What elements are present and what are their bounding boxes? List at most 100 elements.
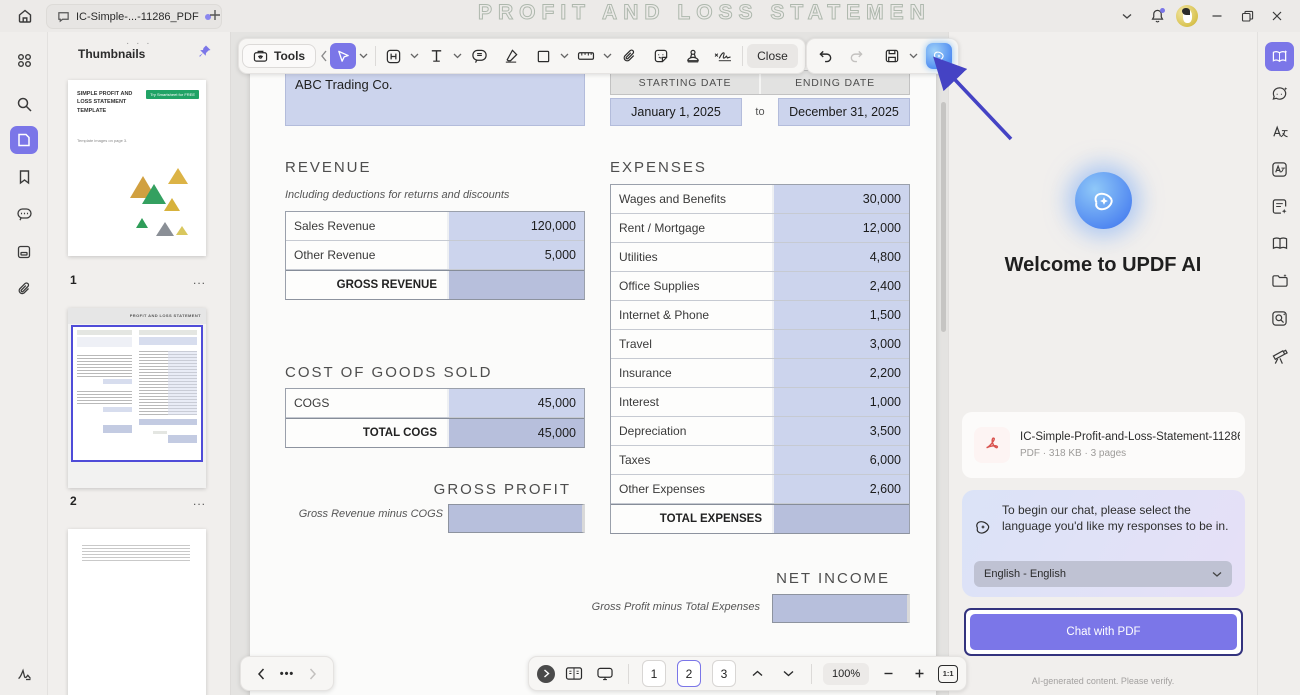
redo-icon[interactable] bbox=[843, 43, 869, 69]
table-cell[interactable]: 45,000 bbox=[449, 389, 584, 417]
ai-chat-icon[interactable] bbox=[1265, 80, 1294, 109]
comment-tool-icon[interactable] bbox=[466, 43, 492, 69]
table-cell[interactable]: 2,200 bbox=[774, 359, 909, 387]
stamp-tool-icon[interactable] bbox=[680, 43, 706, 69]
table-cell[interactable] bbox=[449, 271, 584, 299]
sticker-tool-icon[interactable] bbox=[648, 43, 674, 69]
bookmarks-icon[interactable] bbox=[10, 163, 38, 191]
zoom-out-icon[interactable] bbox=[876, 662, 900, 686]
thumbnail-page-3[interactable] bbox=[68, 529, 206, 695]
new-tab-button[interactable] bbox=[208, 8, 222, 22]
vertical-scrollbar[interactable] bbox=[941, 102, 946, 332]
save-icon[interactable] bbox=[879, 43, 905, 69]
shape-tool-icon[interactable] bbox=[530, 43, 556, 69]
page-layout-icon[interactable] bbox=[562, 662, 586, 686]
table-cell[interactable] bbox=[774, 505, 909, 533]
table-cell[interactable]: 3,000 bbox=[774, 330, 909, 358]
measure-tool-icon[interactable] bbox=[573, 43, 599, 69]
next-page-icon[interactable] bbox=[301, 662, 325, 686]
measure-tool-chevron-icon[interactable] bbox=[603, 53, 612, 59]
minimize-button[interactable] bbox=[1202, 2, 1232, 30]
titlebar-chevron-down-icon[interactable] bbox=[1112, 2, 1142, 30]
ai-search-icon[interactable] bbox=[1265, 304, 1294, 333]
thumb1-more-button[interactable]: ... bbox=[192, 273, 206, 287]
edit-text-tool-icon[interactable] bbox=[380, 43, 406, 69]
reader-mode-icon[interactable] bbox=[1265, 229, 1294, 258]
table-cell[interactable]: 120,000 bbox=[449, 212, 584, 240]
thumbnail-page-2[interactable]: PROFIT AND LOSS STATEMENT bbox=[68, 308, 206, 488]
signature-panel-icon[interactable] bbox=[10, 660, 38, 688]
table-cell[interactable]: 30,000 bbox=[774, 185, 909, 213]
select-tool-chevron-icon[interactable] bbox=[359, 53, 368, 59]
telescope-icon[interactable] bbox=[1265, 342, 1294, 371]
text-comment-chevron-icon[interactable] bbox=[453, 53, 462, 59]
document-canvas[interactable]: ABC Trading Co. STARTING DATE ENDING DAT… bbox=[231, 32, 948, 695]
pdf-page[interactable]: ABC Trading Co. STARTING DATE ENDING DAT… bbox=[250, 66, 936, 695]
attachments-icon[interactable] bbox=[10, 275, 38, 303]
table-cell[interactable]: 45,000 bbox=[449, 419, 584, 447]
table-cell[interactable]: 3,500 bbox=[774, 417, 909, 445]
ai-summarize-icon[interactable] bbox=[1265, 192, 1294, 221]
ai-translate-icon[interactable] bbox=[1265, 118, 1294, 147]
ending-date-field[interactable]: December 31, 2025 bbox=[778, 98, 910, 126]
zoom-level[interactable]: 100% bbox=[823, 662, 870, 685]
net-income-field[interactable] bbox=[772, 594, 910, 623]
gross-profit-field[interactable] bbox=[448, 504, 585, 533]
sidebar-item-thumbnails[interactable] bbox=[10, 126, 38, 154]
translate-page-icon[interactable] bbox=[1265, 155, 1294, 184]
table-cell[interactable]: 1,500 bbox=[774, 301, 909, 329]
saved-files-icon[interactable] bbox=[10, 238, 38, 266]
undo-icon[interactable] bbox=[813, 43, 839, 69]
actual-size-icon[interactable]: 1:1 bbox=[938, 664, 959, 683]
home-button[interactable] bbox=[12, 4, 38, 28]
ai-reader-icon[interactable] bbox=[1265, 42, 1294, 71]
table-cell: Sales Revenue bbox=[286, 212, 449, 240]
search-icon[interactable] bbox=[10, 90, 38, 118]
expand-bar-icon[interactable] bbox=[537, 664, 555, 683]
page-button-2[interactable]: 2 bbox=[677, 660, 701, 687]
company-name-field[interactable]: ABC Trading Co. bbox=[285, 70, 585, 126]
select-tool-button[interactable] bbox=[330, 43, 357, 69]
highlighter-tool-icon[interactable] bbox=[498, 43, 524, 69]
chat-with-pdf-button[interactable]: Chat with PDF bbox=[970, 614, 1237, 650]
close-tools-button[interactable]: Close bbox=[747, 44, 798, 68]
page-button-1[interactable]: 1 bbox=[642, 660, 666, 687]
shape-tool-chevron-icon[interactable] bbox=[560, 53, 569, 59]
table-cell[interactable]: 4,800 bbox=[774, 243, 909, 271]
table-cell[interactable]: 2,400 bbox=[774, 272, 909, 300]
starting-date-field[interactable]: January 1, 2025 bbox=[610, 98, 742, 126]
page-button-3[interactable]: 3 bbox=[712, 660, 736, 687]
thumb2-more-button[interactable]: ... bbox=[192, 494, 206, 508]
presentation-icon[interactable] bbox=[593, 662, 617, 686]
save-chevron-icon[interactable] bbox=[909, 53, 918, 59]
pin-icon[interactable] bbox=[197, 44, 212, 59]
document-tab[interactable]: IC-Simple-...-11286_PDF bbox=[46, 4, 222, 29]
page-down-icon[interactable] bbox=[776, 662, 800, 686]
avatar[interactable] bbox=[1172, 2, 1202, 30]
edit-text-chevron-icon[interactable] bbox=[410, 53, 419, 59]
toolbar-collapse-icon[interactable] bbox=[320, 50, 328, 62]
table-cell[interactable]: 6,000 bbox=[774, 446, 909, 474]
attach-file-tool-icon[interactable] bbox=[616, 43, 642, 69]
thumbnail-page-1[interactable]: SIMPLE PROFIT AND LOSS STATEMENT TEMPLAT… bbox=[68, 80, 206, 256]
prev-page-icon[interactable] bbox=[249, 662, 273, 686]
language-select[interactable]: English - English bbox=[974, 561, 1232, 587]
table-cell[interactable]: 1,000 bbox=[774, 388, 909, 416]
tools-button[interactable]: Tools bbox=[242, 44, 317, 68]
ai-folder-icon[interactable] bbox=[1265, 266, 1294, 295]
notifications-button[interactable] bbox=[1142, 2, 1172, 30]
restore-button[interactable] bbox=[1232, 2, 1262, 30]
close-window-button[interactable] bbox=[1262, 2, 1292, 30]
zoom-in-icon[interactable] bbox=[907, 662, 931, 686]
apps-grid-icon[interactable] bbox=[10, 46, 38, 74]
table-cell[interactable]: 2,600 bbox=[774, 475, 909, 503]
updf-ai-toolbar-button[interactable] bbox=[926, 43, 952, 69]
panel-drag-handle[interactable]: · · · bbox=[126, 38, 152, 49]
table-cell[interactable]: 12,000 bbox=[774, 214, 909, 242]
text-comment-tool-icon[interactable] bbox=[423, 43, 449, 69]
signature-tool-icon[interactable] bbox=[710, 43, 736, 69]
nav-more-icon[interactable]: ••• bbox=[279, 667, 295, 680]
page-up-icon[interactable] bbox=[745, 662, 769, 686]
table-cell[interactable]: 5,000 bbox=[449, 241, 584, 269]
comments-icon[interactable] bbox=[10, 200, 38, 228]
